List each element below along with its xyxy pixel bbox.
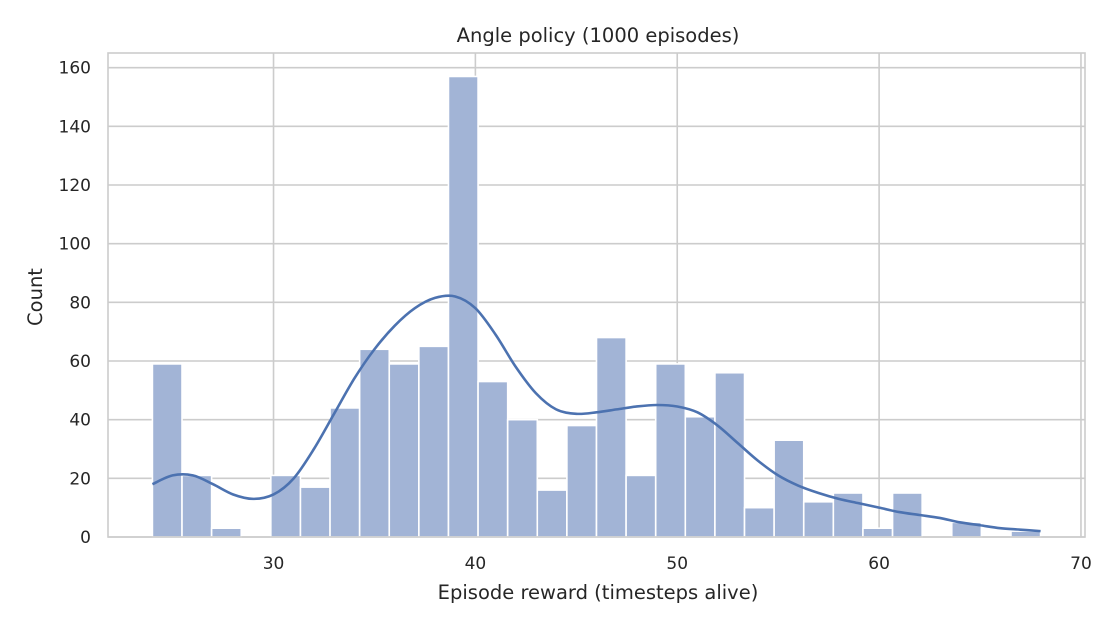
histogram-bar [862,527,894,538]
histogram-bar [684,415,716,538]
histogram-bars [151,75,1042,538]
histogram-bar [210,527,243,538]
histogram-bar [388,363,420,538]
x-tick-label: 30 [263,554,285,574]
histogram-bar [181,474,213,538]
histogram-bar [358,348,391,538]
x-tick-label: 40 [465,554,487,574]
x-axis-label: Episode reward (timesteps alive) [438,581,759,604]
histogram-bar [595,336,627,538]
histogram-bar [151,363,183,538]
y-tick-label: 160 [59,59,91,79]
histogram-bar [832,492,864,538]
x-tick-label: 70 [1070,554,1092,574]
histogram-bar [506,418,539,538]
y-tick-label: 100 [59,235,91,255]
histogram-bar [773,439,805,538]
y-tick-label: 0 [80,528,91,548]
y-tick-label: 40 [69,411,91,431]
histogram-bar [418,345,450,538]
x-tick-labels: 30 40 50 60 70 [263,554,1092,574]
histogram-bar [536,489,568,538]
x-tick-label: 60 [868,554,890,574]
y-tick-label: 60 [69,352,91,372]
y-tick-label: 80 [69,293,91,313]
histogram-bar [743,506,775,538]
chart-title: Angle policy (1000 episodes) [457,24,740,47]
y-tick-labels: 0 20 40 60 80 100 120 140 160 [59,59,91,548]
histogram-bar [802,500,835,538]
histogram-bar [566,424,598,538]
histogram-bar [477,380,509,538]
histogram-bar [714,371,746,538]
histogram-bar [654,363,687,538]
histogram-bar [625,474,657,538]
histogram-bar [299,486,331,538]
axes-frame [107,52,1086,538]
histogram-bar [329,407,361,538]
y-tick-label: 120 [59,176,91,196]
y-tick-label: 20 [69,469,91,489]
y-tick-label: 140 [59,117,91,137]
x-tick-label: 50 [666,554,688,574]
y-axis-label: Count [24,268,47,326]
kde-line [151,294,1041,533]
